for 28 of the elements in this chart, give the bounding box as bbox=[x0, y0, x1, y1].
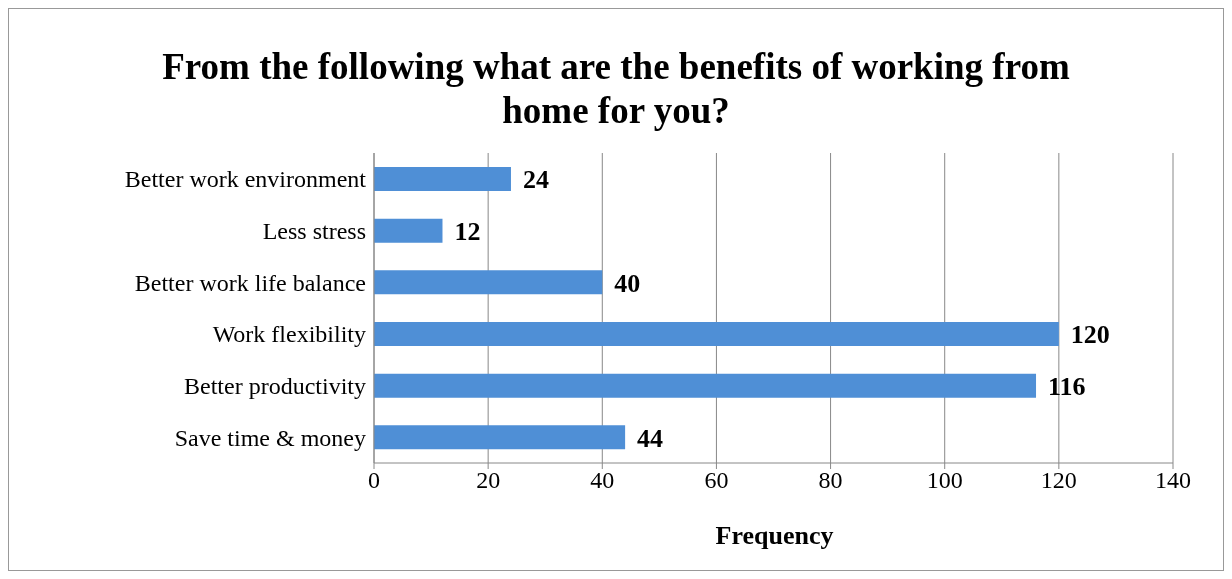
data-label: 116 bbox=[1048, 371, 1086, 401]
data-label: 44 bbox=[637, 423, 664, 453]
data-label: 12 bbox=[454, 216, 481, 246]
y-tick-label: Work flexibility bbox=[212, 321, 366, 348]
x-axis-title: Frequency bbox=[714, 521, 835, 551]
x-tick-label: 40 bbox=[590, 467, 615, 494]
x-tick-label: 100 bbox=[926, 467, 963, 494]
bar bbox=[374, 322, 1059, 346]
y-tick-label: Better work environment bbox=[124, 166, 367, 193]
x-tick-label: 80 bbox=[818, 467, 843, 494]
bar bbox=[374, 425, 626, 450]
x-tick-label: 140 bbox=[1155, 467, 1191, 494]
bar bbox=[374, 218, 443, 243]
y-tick-label: Less stress bbox=[262, 218, 366, 245]
y-tick-label: Better work life balance bbox=[134, 269, 366, 296]
y-tick-label: Save time & money bbox=[174, 424, 366, 451]
x-tick-label: 0 bbox=[368, 467, 380, 494]
chart-title: From the following what are the benefits of working from home for you? bbox=[161, 45, 1071, 133]
bar bbox=[374, 270, 603, 295]
bar bbox=[374, 373, 1037, 398]
y-tick-label: Better productivity bbox=[184, 373, 366, 400]
bar bbox=[374, 167, 511, 191]
x-tick-label: 60 bbox=[704, 467, 729, 494]
x-tick-label: 20 bbox=[476, 467, 501, 494]
x-tick-label: 120 bbox=[1040, 467, 1077, 494]
data-label: 24 bbox=[522, 165, 549, 195]
data-label: 40 bbox=[614, 268, 641, 298]
data-label: 120 bbox=[1070, 320, 1110, 350]
